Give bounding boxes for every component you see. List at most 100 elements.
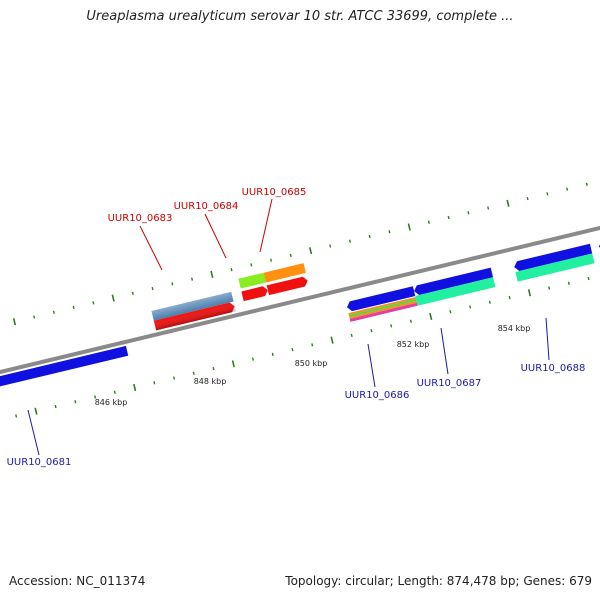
gene-label-uur10-0683[interactable]: UUR10_0683 bbox=[108, 213, 173, 224]
minor-tick bbox=[546, 192, 549, 196]
minor-tick bbox=[92, 301, 95, 305]
gene-feature-uur10-0687[interactable] bbox=[415, 277, 496, 306]
scale-label-848: 848 kbp bbox=[194, 377, 227, 386]
minor-tick bbox=[94, 395, 97, 399]
major-tick bbox=[330, 336, 334, 344]
accession-text: Accession: NC_011374 bbox=[9, 574, 146, 588]
leader-uur10-0685 bbox=[259, 198, 273, 253]
scale-label-850: 850 kbp bbox=[295, 359, 328, 368]
minor-tick bbox=[329, 244, 332, 248]
minor-tick bbox=[508, 295, 511, 300]
minor-tick bbox=[388, 230, 391, 234]
leader-uur10-0688 bbox=[545, 317, 550, 361]
minor-tick bbox=[566, 187, 569, 191]
gene-label-uur10-0681[interactable]: UUR10_0681 bbox=[7, 457, 72, 468]
minor-tick bbox=[271, 352, 274, 356]
minor-tick bbox=[15, 414, 18, 418]
minor-tick bbox=[74, 400, 77, 404]
minor-tick bbox=[153, 381, 156, 385]
scale-label-852: 852 kbp bbox=[397, 340, 430, 349]
minor-tick bbox=[487, 206, 490, 210]
minor-tick bbox=[52, 310, 55, 314]
leader-uur10-0686 bbox=[367, 343, 376, 388]
genome-backbone bbox=[0, 200, 600, 400]
gene-label-uur10-0688[interactable]: UUR10_0688 bbox=[521, 363, 586, 374]
gene-label-uur10-0685[interactable]: UUR10_0685 bbox=[242, 187, 307, 198]
forward-feature-track bbox=[151, 263, 309, 331]
major-tick bbox=[308, 247, 313, 255]
leader-uur10-0684 bbox=[204, 213, 227, 259]
gene-feature-uur10-0686-outer[interactable] bbox=[346, 286, 416, 312]
scale-labels: 846 kbp 848 kbp 850 kbp 852 kbp 854 kbp bbox=[95, 324, 531, 407]
minor-tick bbox=[585, 182, 588, 186]
minor-tick bbox=[368, 234, 371, 239]
topology-text: Topology: circular; Length: 874,478 bp; … bbox=[285, 574, 592, 588]
genome-title: Ureaplasma urealyticum serovar 10 str. A… bbox=[86, 9, 514, 24]
minor-tick bbox=[151, 286, 154, 291]
minor-tick bbox=[427, 220, 430, 224]
minor-tick bbox=[469, 305, 472, 309]
major-tick bbox=[12, 318, 17, 326]
minor-tick bbox=[409, 319, 412, 323]
gene-feature-uur10-0681[interactable] bbox=[0, 345, 129, 412]
minor-tick bbox=[131, 291, 134, 295]
minor-tick bbox=[449, 310, 452, 314]
inner-tick-marks bbox=[15, 276, 590, 418]
minor-tick bbox=[230, 268, 233, 272]
minor-tick bbox=[251, 357, 255, 361]
minor-tick bbox=[548, 286, 551, 290]
minor-tick bbox=[370, 329, 373, 333]
gene-feature-uur10-0686[interactable] bbox=[348, 296, 418, 322]
minor-tick bbox=[567, 281, 570, 285]
minor-tick bbox=[173, 376, 176, 380]
minor-tick bbox=[348, 239, 351, 243]
minor-tick bbox=[447, 215, 450, 220]
minor-tick bbox=[269, 258, 273, 262]
minor-tick bbox=[526, 196, 529, 201]
leader-uur10-0683 bbox=[139, 225, 163, 271]
gene-feature-uur10-0685-cds[interactable] bbox=[266, 276, 309, 296]
major-tick bbox=[133, 383, 137, 392]
major-tick bbox=[527, 289, 532, 297]
minor-tick bbox=[291, 348, 294, 352]
major-tick bbox=[111, 294, 115, 302]
gene-feature-uur10-0688-outer[interactable] bbox=[513, 243, 593, 272]
minor-tick bbox=[212, 366, 215, 371]
gene-feature-uur10-0684-cds[interactable] bbox=[241, 285, 269, 302]
minor-tick bbox=[33, 315, 36, 319]
feature-shading bbox=[151, 291, 236, 331]
minor-tick bbox=[113, 390, 116, 394]
scale-label-846: 846 kbp bbox=[95, 398, 128, 407]
major-tick bbox=[34, 407, 38, 415]
major-tick bbox=[429, 312, 433, 321]
major-tick bbox=[506, 199, 510, 207]
major-tick bbox=[407, 223, 411, 231]
minor-tick bbox=[350, 333, 353, 338]
leader-uur10-0687 bbox=[440, 327, 449, 375]
minor-tick bbox=[54, 404, 57, 409]
minor-tick bbox=[192, 371, 195, 375]
minor-tick bbox=[390, 324, 393, 328]
minor-tick bbox=[72, 305, 75, 310]
minor-tick bbox=[467, 211, 470, 215]
outer-tick-marks bbox=[12, 182, 588, 326]
leader-uur10-0681 bbox=[27, 409, 40, 456]
minor-tick bbox=[289, 253, 292, 258]
reverse-feature-track bbox=[0, 235, 600, 412]
gene-label-uur10-0686[interactable]: UUR10_0686 bbox=[345, 390, 410, 401]
gene-feature-uur10-0687-outer[interactable] bbox=[413, 267, 494, 296]
scale-label-854: 854 kbp bbox=[498, 324, 531, 333]
minor-tick bbox=[587, 276, 590, 281]
gene-feature-uur10-0685[interactable] bbox=[263, 263, 306, 283]
gene-feature-uur10-0684[interactable] bbox=[238, 272, 266, 289]
gene-feature-uur10-0688[interactable] bbox=[515, 253, 595, 282]
major-tick bbox=[231, 360, 235, 368]
major-tick bbox=[210, 270, 214, 278]
minor-tick bbox=[171, 282, 174, 286]
minor-tick bbox=[191, 277, 194, 281]
minor-tick bbox=[488, 300, 491, 304]
gene-label-uur10-0687[interactable]: UUR10_0687 bbox=[417, 378, 482, 389]
gene-label-uur10-0684[interactable]: UUR10_0684 bbox=[174, 201, 239, 212]
